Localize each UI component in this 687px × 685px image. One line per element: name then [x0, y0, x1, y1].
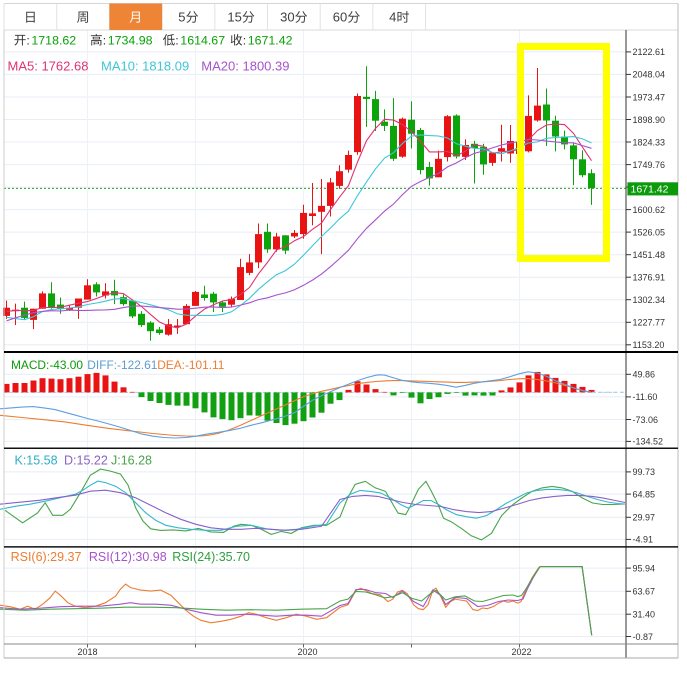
- svg-text:1451.48: 1451.48: [633, 250, 666, 260]
- svg-text:DEA:-101.11: DEA:-101.11: [157, 358, 225, 372]
- svg-text:2122.61: 2122.61: [633, 47, 666, 57]
- svg-text:1734.98: 1734.98: [108, 34, 153, 48]
- svg-text:1227.77: 1227.77: [633, 318, 666, 328]
- svg-text:15: 15: [227, 10, 241, 25]
- svg-text:-4.91: -4.91: [633, 535, 654, 545]
- svg-text:31.40: 31.40: [633, 610, 656, 620]
- svg-text:95.94: 95.94: [633, 563, 656, 573]
- svg-text:1973.47: 1973.47: [633, 92, 666, 102]
- svg-text:1824.33: 1824.33: [633, 137, 666, 147]
- svg-text:J:16.28: J:16.28: [111, 454, 152, 468]
- svg-text:64.85: 64.85: [633, 489, 656, 499]
- svg-text:2048.04: 2048.04: [633, 70, 666, 80]
- svg-text:99.73: 99.73: [633, 467, 656, 477]
- svg-text:RSI(12):30.98: RSI(12):30.98: [89, 550, 167, 564]
- svg-text:D:15.22: D:15.22: [64, 454, 108, 468]
- svg-text:1718.62: 1718.62: [31, 34, 76, 48]
- svg-text:1614.67: 1614.67: [180, 34, 225, 48]
- svg-text:49.86: 49.86: [633, 370, 656, 380]
- svg-text:DIFF:-122.61: DIFF:-122.61: [87, 358, 157, 372]
- svg-text:-134.52: -134.52: [633, 437, 664, 447]
- svg-text:63.67: 63.67: [633, 587, 656, 597]
- svg-text:-73.06: -73.06: [633, 415, 659, 425]
- svg-text:MA5: 1762.68: MA5: 1762.68: [8, 59, 89, 74]
- svg-text:MACD:-43.00: MACD:-43.00: [11, 358, 83, 372]
- svg-text:K:15.58: K:15.58: [15, 454, 58, 468]
- svg-text:-0.87: -0.87: [633, 632, 654, 642]
- svg-text:1671.42: 1671.42: [248, 34, 293, 48]
- svg-text:29.97: 29.97: [633, 513, 656, 523]
- svg-text::: :: [103, 34, 106, 48]
- svg-text:MA10: 1818.09: MA10: 1818.09: [101, 59, 189, 74]
- svg-text::: :: [243, 34, 246, 48]
- svg-text:-11.60: -11.60: [633, 392, 658, 402]
- svg-text:1302.34: 1302.34: [633, 295, 666, 305]
- svg-text:60: 60: [333, 10, 347, 25]
- svg-text::: :: [175, 34, 178, 48]
- svg-text:5: 5: [178, 10, 185, 25]
- svg-text:RSI(24):35.70: RSI(24):35.70: [172, 550, 250, 564]
- svg-text::: :: [26, 34, 29, 48]
- svg-text:RSI(6):29.37: RSI(6):29.37: [11, 550, 82, 564]
- svg-text:MA20: 1800.39: MA20: 1800.39: [201, 59, 289, 74]
- svg-text:30: 30: [280, 10, 294, 25]
- svg-text:2020: 2020: [297, 647, 317, 657]
- svg-text:1600.62: 1600.62: [633, 205, 666, 215]
- svg-text:1526.05: 1526.05: [633, 227, 666, 237]
- svg-text:1153.20: 1153.20: [633, 340, 665, 350]
- svg-text:2022: 2022: [511, 647, 531, 657]
- svg-text:1671.42: 1671.42: [631, 184, 669, 196]
- svg-text:1898.90: 1898.90: [633, 115, 666, 125]
- svg-text:1749.76: 1749.76: [633, 160, 666, 170]
- svg-text:2018: 2018: [77, 647, 97, 657]
- svg-text:4: 4: [389, 10, 396, 25]
- svg-text:1376.91: 1376.91: [633, 273, 666, 283]
